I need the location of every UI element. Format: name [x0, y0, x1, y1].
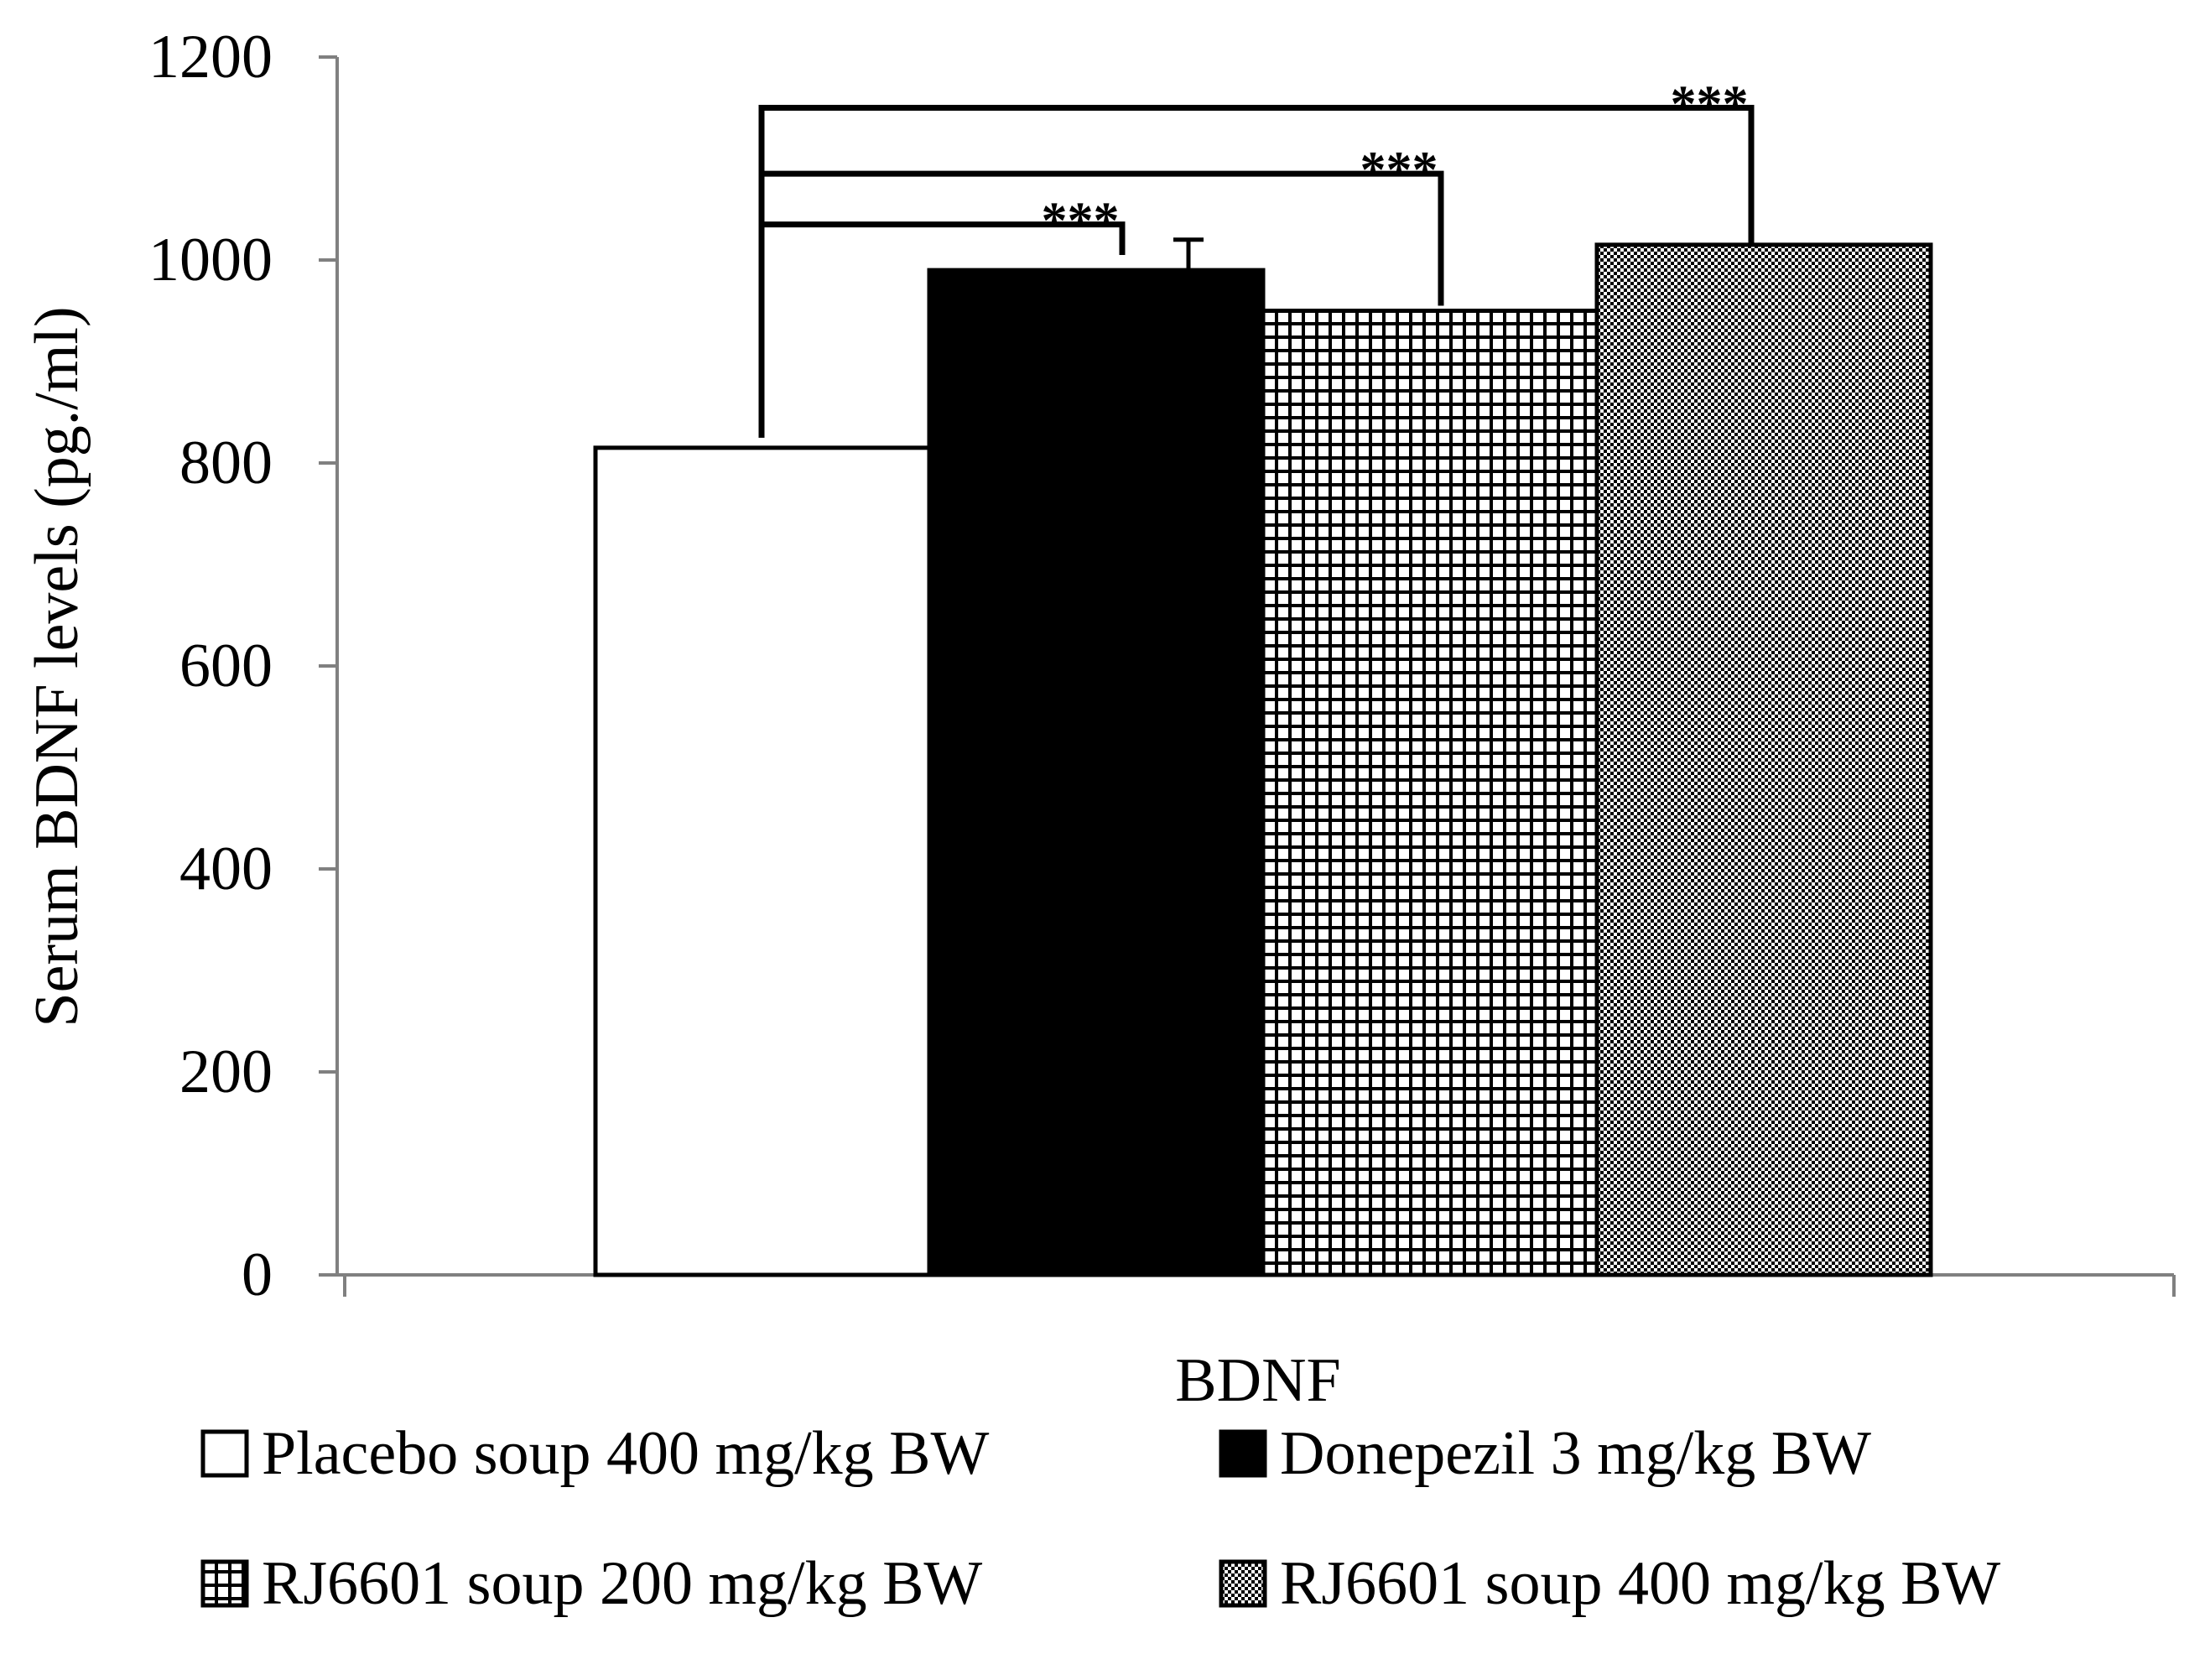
significance-label: ***	[1042, 193, 1120, 250]
significance-label: ***	[1360, 142, 1438, 199]
y-tick-label: 1200	[148, 23, 273, 91]
y-axis-ticks: 0 200 400 600 800 1000 1200	[148, 23, 337, 1309]
y-tick-label: 400	[179, 835, 273, 903]
legend-entry: Placebo soup 400 mg/kg BW	[262, 1419, 990, 1488]
bar	[593, 445, 932, 1277]
legend-swatch	[200, 1559, 249, 1608]
legend-entry: RJ6601 soup 400 mg/kg BW	[1280, 1549, 2000, 1618]
y-tick-label: 600	[179, 632, 273, 700]
y-axis-title: Serum BDNF levels (pg./ml)	[23, 306, 91, 1027]
y-tick-label: 0	[242, 1240, 273, 1309]
y-tick-label: 200	[179, 1038, 273, 1106]
bar	[1261, 309, 1599, 1277]
significance-label: ***	[1671, 76, 1749, 133]
legend-entry: RJ6601 soup 200 mg/kg BW	[262, 1549, 982, 1618]
significance-brackets: *** *** ***	[758, 76, 1755, 438]
significance-bracket	[758, 105, 1755, 438]
bars	[593, 237, 1933, 1277]
y-tick-label: 800	[179, 429, 273, 497]
legend-swatch	[1219, 1559, 1267, 1608]
bar	[1594, 242, 1933, 1277]
bar	[927, 268, 1266, 1277]
y-tick-label: 1000	[148, 226, 273, 294]
x-category-label: BDNF	[1175, 1346, 1340, 1415]
legend: Placebo soup 400 mg/kg BW Donepezil 3 mg/…	[200, 1419, 2000, 1618]
legend-swatch	[1219, 1429, 1267, 1478]
legend-entry: Donepezil 3 mg/kg BW	[1280, 1419, 1871, 1488]
legend-swatch	[200, 1429, 249, 1478]
